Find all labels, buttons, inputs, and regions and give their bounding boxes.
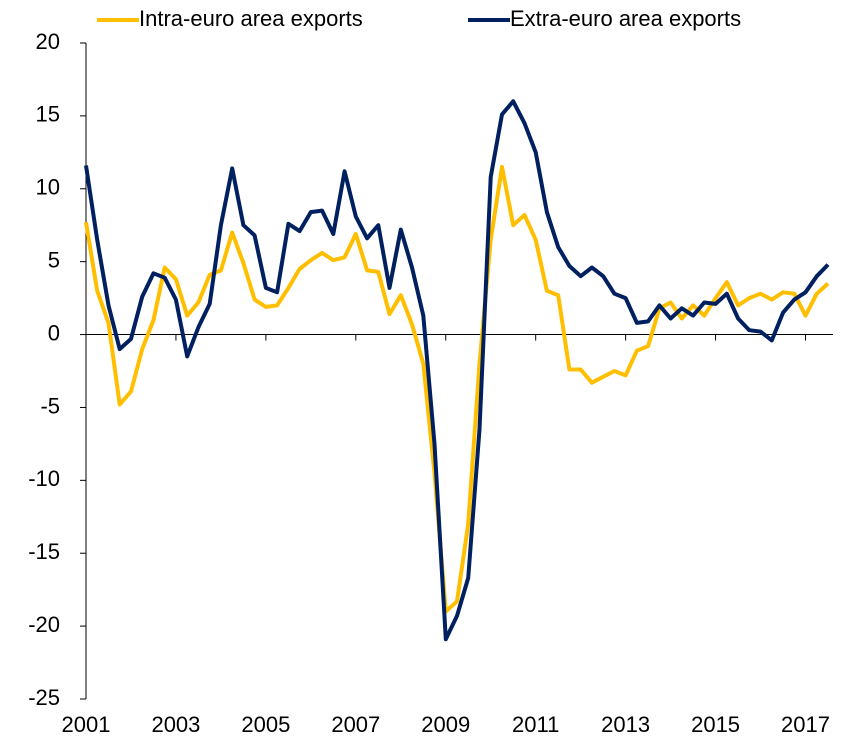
y-tick-label: 10: [36, 175, 60, 200]
legend-label: Extra-euro area exports: [510, 6, 741, 31]
x-tick-label: 2013: [601, 712, 650, 737]
x-tick-label: 2015: [691, 712, 740, 737]
y-tick-label: -20: [28, 612, 60, 637]
y-tick-label: -5: [40, 393, 60, 418]
y-tick-label: -15: [28, 539, 60, 564]
x-tick-label: 2001: [62, 712, 111, 737]
series-line: [84, 99, 830, 642]
y-tick-label: 5: [48, 247, 60, 272]
x-tick-label: 2009: [421, 712, 470, 737]
y-tick-label: -10: [28, 466, 60, 491]
x-tick-label: 2007: [331, 712, 380, 737]
y-tick-label: 20: [36, 29, 60, 54]
x-tick-label: 2011: [512, 712, 559, 737]
series-line: [84, 164, 830, 614]
y-tick-label: 0: [48, 320, 60, 345]
legend-label: Intra-euro area exports: [139, 6, 363, 31]
y-tick-label: -25: [28, 685, 60, 710]
y-tick-label: 15: [36, 102, 60, 127]
x-tick-label: 2005: [241, 712, 290, 737]
x-tick-label: 2003: [151, 712, 200, 737]
x-tick-label: 2017: [781, 712, 830, 737]
